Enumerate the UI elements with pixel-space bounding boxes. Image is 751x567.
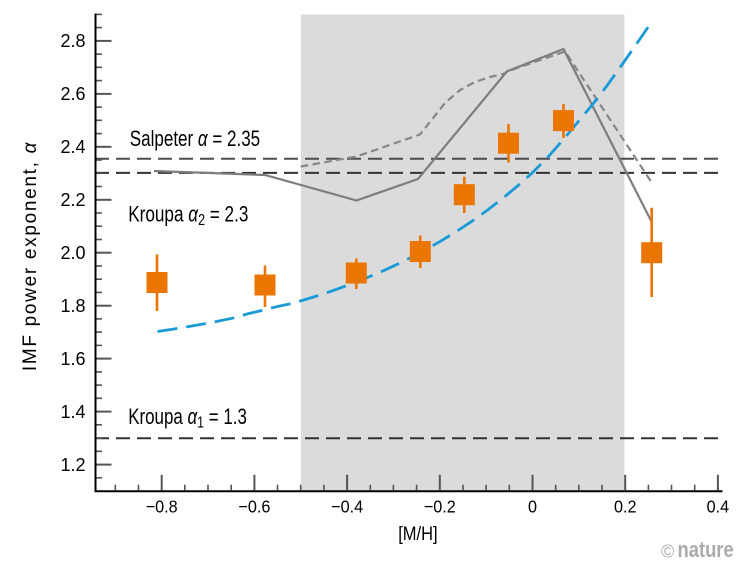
svg-text:1.6: 1.6 — [60, 349, 85, 369]
svg-text:1.2: 1.2 — [60, 455, 85, 475]
svg-text:nature: nature — [678, 539, 734, 563]
svg-text:Kroupa α1 = 1.3: Kroupa α1 = 1.3 — [128, 405, 247, 432]
svg-text:[M/H]: [M/H] — [398, 523, 437, 544]
svg-text:2.0: 2.0 — [60, 243, 85, 263]
svg-text:Kroupa α2 = 2.3: Kroupa α2 = 2.3 — [128, 203, 248, 230]
svg-text:2.4: 2.4 — [60, 137, 85, 157]
svg-text:2.6: 2.6 — [60, 84, 85, 104]
svg-text:Salpeter α = 2.35: Salpeter α = 2.35 — [130, 127, 260, 152]
svg-text:1.8: 1.8 — [60, 296, 85, 316]
svg-text:−0.6: −0.6 — [238, 497, 270, 517]
svg-text:0: 0 — [528, 497, 537, 517]
svg-text:©: © — [661, 542, 674, 562]
svg-text:0.4: 0.4 — [707, 497, 730, 517]
svg-text:−0.4: −0.4 — [331, 497, 363, 517]
svg-text:2.8: 2.8 — [60, 31, 85, 51]
svg-text:IMF power exponent, α: IMF power exponent, α — [20, 141, 41, 371]
svg-text:−0.8: −0.8 — [146, 497, 178, 517]
svg-text:1.4: 1.4 — [60, 402, 85, 422]
svg-text:−0.2: −0.2 — [424, 497, 456, 517]
svg-text:2.2: 2.2 — [60, 190, 85, 210]
svg-text:0.2: 0.2 — [614, 497, 637, 517]
